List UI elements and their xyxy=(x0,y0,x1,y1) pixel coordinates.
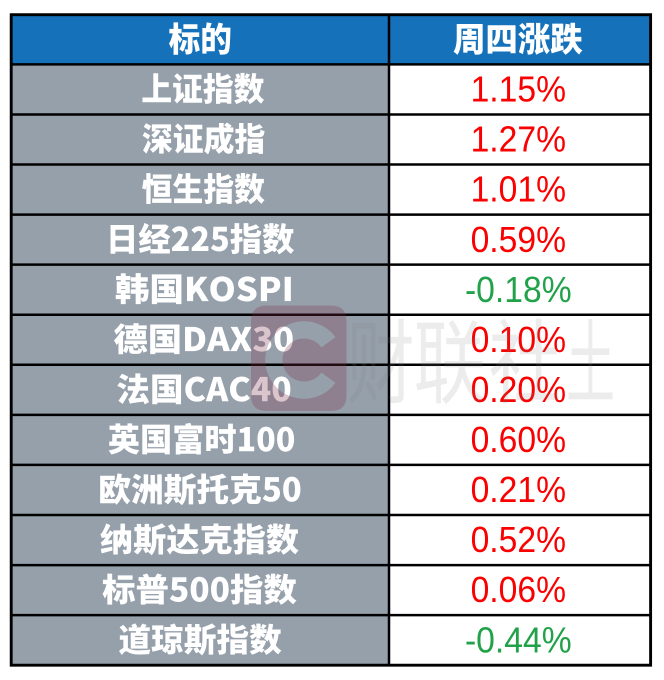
svg-text:0.60%: 0.60% xyxy=(471,420,566,461)
svg-text:-0.18%: -0.18% xyxy=(465,270,572,311)
svg-text:1.15%: 1.15% xyxy=(471,69,566,110)
svg-text:0.21%: 0.21% xyxy=(471,470,566,511)
svg-text:1.27%: 1.27% xyxy=(471,119,566,160)
svg-text:0.06%: 0.06% xyxy=(471,570,566,611)
svg-text:0.52%: 0.52% xyxy=(471,520,566,561)
svg-text:1.01%: 1.01% xyxy=(471,169,566,210)
svg-text:-0.44%: -0.44% xyxy=(465,620,572,661)
svg-text:0.20%: 0.20% xyxy=(471,370,566,411)
svg-text:0.10%: 0.10% xyxy=(471,320,566,361)
svg-text:0.59%: 0.59% xyxy=(471,220,566,261)
